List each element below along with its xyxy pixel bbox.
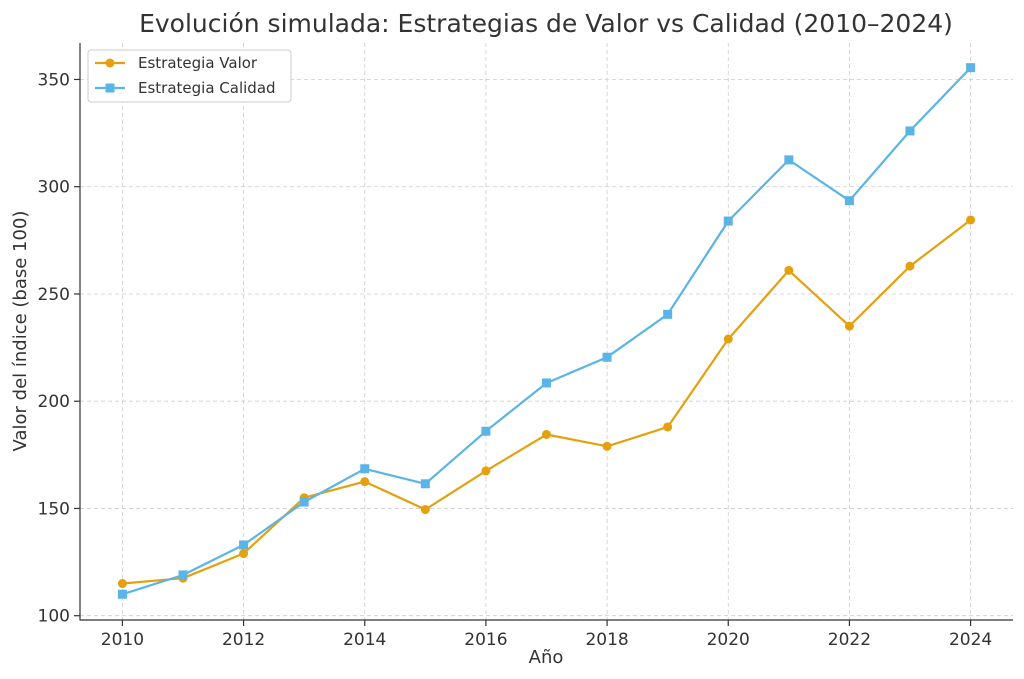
data-point [117, 579, 127, 589]
y-axis-label: Valor del índice (base 100) [10, 211, 31, 452]
data-point [905, 261, 915, 271]
x-tick-label: 2014 [343, 630, 386, 650]
legend-item: Estrategia Calidad [95, 79, 276, 97]
x-tick-label: 2012 [222, 630, 265, 650]
x-axis-ticks: 2010 2012 2014 2016 2018 2020 2022 2024 [101, 620, 992, 650]
x-tick-label: 2018 [585, 630, 628, 650]
data-point [481, 426, 491, 436]
y-tick-label: 250 [38, 285, 70, 305]
data-point [966, 63, 976, 73]
x-tick-label: 2024 [949, 630, 992, 650]
series-group [117, 63, 976, 599]
series-line [122, 219, 972, 585]
data-point [239, 549, 249, 559]
data-point [420, 479, 430, 489]
y-tick-label: 200 [38, 392, 70, 412]
data-point [844, 321, 854, 331]
data-point [481, 466, 491, 476]
grid [80, 43, 1013, 620]
y-tick-label: 100 [38, 607, 70, 627]
chart-title: Evolución simulada: Estrategias de Valor… [139, 9, 953, 38]
y-tick-label: 300 [38, 178, 70, 198]
series-calidad [117, 63, 976, 599]
data-point [905, 126, 915, 136]
legend: Estrategia Valor Estrategia Calidad [87, 49, 292, 103]
data-point [966, 215, 976, 225]
legend-label: Estrategia Calidad [138, 79, 276, 97]
data-point [178, 570, 188, 580]
data-point [542, 429, 551, 439]
axes-spines [79, 43, 1013, 621]
series-valor [117, 215, 976, 589]
legend-item: Estrategia Valor [95, 54, 258, 72]
data-point [299, 497, 309, 507]
y-axis-ticks: 100 150 200 250 300 350 [38, 70, 80, 627]
data-point [723, 216, 733, 226]
data-point [542, 378, 551, 388]
legend-frame [87, 49, 292, 103]
data-point [723, 334, 733, 344]
data-point [663, 309, 673, 319]
x-tick-label: 2010 [101, 630, 144, 650]
data-point [117, 589, 127, 599]
series-line [122, 66, 972, 596]
x-tick-label: 2016 [464, 630, 507, 650]
data-point [784, 265, 794, 275]
data-point [844, 196, 854, 206]
data-point [784, 155, 794, 165]
data-point [663, 422, 673, 432]
data-point [602, 441, 612, 451]
legend-marker [105, 83, 115, 93]
x-tick-label: 2020 [707, 630, 750, 650]
data-point [239, 540, 249, 550]
data-point [420, 505, 430, 515]
x-tick-label: 2022 [828, 630, 871, 650]
x-axis-label: Año [529, 647, 564, 668]
data-point [360, 477, 370, 487]
data-point [602, 352, 612, 362]
y-tick-label: 150 [38, 499, 70, 519]
data-point [360, 464, 370, 474]
y-tick-label: 350 [38, 70, 70, 90]
legend-marker [105, 58, 115, 68]
legend-label: Estrategia Valor [138, 54, 258, 72]
